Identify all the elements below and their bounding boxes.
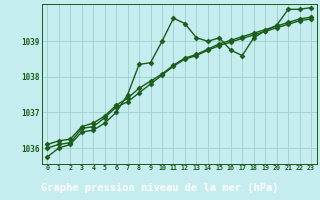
- Text: Graphe pression niveau de la mer (hPa): Graphe pression niveau de la mer (hPa): [41, 183, 279, 193]
